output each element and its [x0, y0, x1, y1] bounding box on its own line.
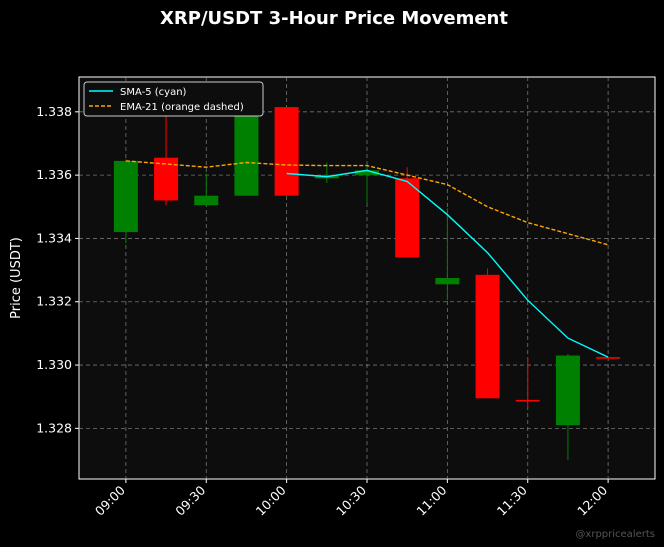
y-tick-label: 1.336 [36, 167, 72, 182]
legend-ema-label: EMA-21 (orange dashed) [120, 102, 244, 113]
x-tick-label: 12:00 [574, 482, 610, 518]
legend-sma-label: SMA-5 (cyan) [120, 87, 187, 98]
sma-line [286, 169, 609, 358]
watermark: @xrppricealerts [575, 529, 655, 540]
x-axis: 09:00 09:30 10:00 10:30 11:00 11:30 12:00 [92, 479, 610, 519]
ema-line [125, 160, 609, 246]
legend: SMA-5 (cyan) EMA-21 (orange dashed) [83, 81, 264, 117]
candle-body [515, 399, 540, 402]
candle-body [435, 278, 460, 285]
x-tick-label: 09:00 [92, 482, 128, 518]
candle-body [475, 274, 500, 399]
candle-body [113, 160, 138, 233]
legend-box [83, 81, 264, 117]
y-tick-label: 1.328 [36, 420, 72, 435]
candle-body [274, 107, 299, 196]
x-tick-label: 10:00 [253, 482, 289, 518]
candle-body [194, 195, 219, 206]
candle-body [355, 170, 379, 176]
candle-body [555, 355, 580, 426]
y-axis-label: Price (USDT) [9, 237, 24, 319]
y-axis: 1.328 1.330 1.332 1.334 1.336 1.338 [36, 104, 79, 435]
y-tick-label: 1.330 [36, 357, 72, 372]
candle-body [596, 357, 621, 359]
y-tick-label: 1.334 [36, 230, 72, 245]
x-tick-label: 09:30 [172, 482, 208, 518]
indicator-lines [125, 160, 609, 358]
candles [113, 107, 621, 461]
chart-title: XRP/USDT 3-Hour Price Movement [160, 8, 508, 29]
x-tick-label: 11:30 [494, 482, 530, 518]
y-tick-label: 1.338 [36, 104, 72, 119]
candle-body [234, 111, 259, 196]
candle-body [395, 178, 420, 258]
x-tick-label: 10:30 [333, 482, 369, 518]
y-tick-label: 1.332 [36, 294, 72, 309]
x-tick-label: 11:00 [413, 482, 449, 518]
